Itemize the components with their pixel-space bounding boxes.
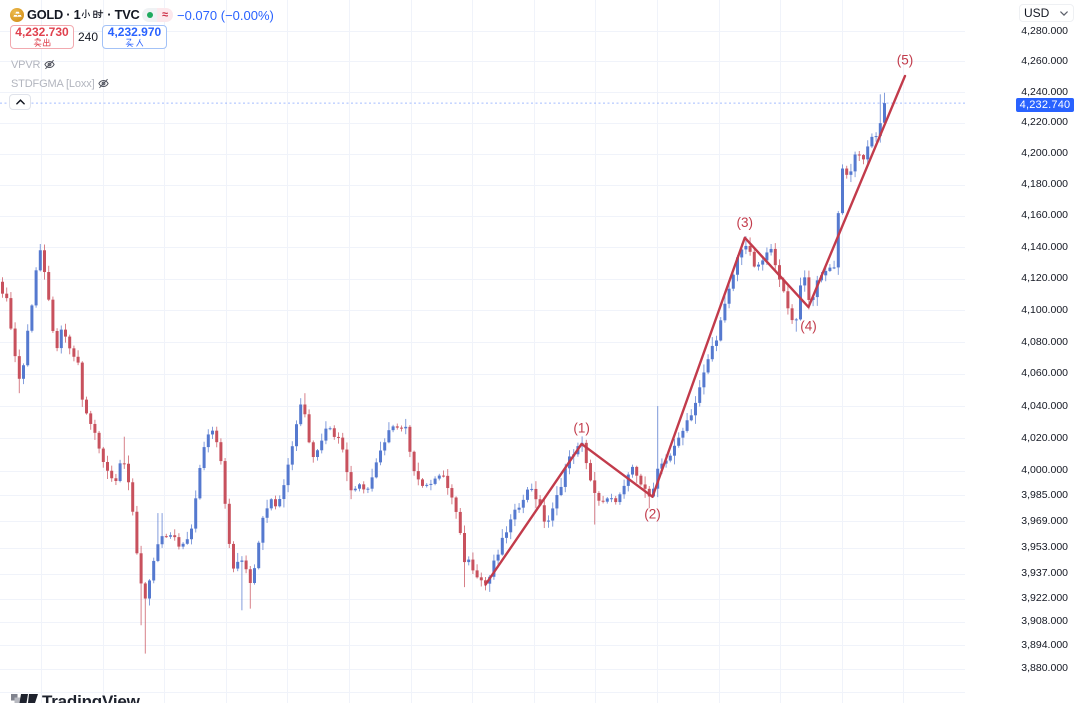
price-axis-label: 3,937.000: [1021, 567, 1068, 580]
chevron-up-icon: [15, 99, 25, 105]
chevron-down-icon: [1060, 10, 1068, 16]
sell-price: 4,232.730: [15, 25, 69, 40]
price-axis-label: 4,080.000: [1021, 335, 1068, 348]
grid-lines: [0, 0, 966, 703]
price-axis-label: 3,985.000: [1021, 488, 1068, 501]
elliott-wave-drawing[interactable]: (1) (2) (3) (4) (5): [484, 52, 914, 586]
current-price-tag: 4,232.740: [1016, 98, 1074, 112]
price-axis-label: 4,000.000: [1021, 464, 1068, 477]
wave-label-1: (1): [573, 420, 590, 435]
wave-label-4: (4): [800, 319, 817, 334]
price-axis-label: 3,908.000: [1021, 615, 1068, 628]
price-axis-label: 4,260.000: [1021, 54, 1068, 67]
buy-price: 4,232.970: [107, 25, 162, 40]
candles: [1, 92, 886, 654]
current-price-value: 4,232.740: [1019, 99, 1071, 111]
indicator-row-stdfgma[interactable]: STDFGMA [Loxx]: [11, 77, 109, 90]
price-axis-label: 4,240.000: [1021, 85, 1068, 98]
buy-label: [125, 38, 144, 48]
price-axis-label: 4,200.000: [1021, 147, 1068, 160]
symbol-status-badges[interactable]: ≈: [142, 8, 173, 22]
eye-off-icon[interactable]: [43, 58, 57, 71]
price-axis-label: 3,969.000: [1021, 514, 1068, 527]
indicator-name: VPVR: [11, 58, 41, 71]
indicator-name: STDFGMA [Loxx]: [11, 77, 95, 90]
price-axis-label: 3,922.000: [1021, 592, 1068, 605]
price-scale[interactable]: USD 4,280.000 4,260.000 4,240.000 4,220.000…: [965, 0, 1080, 703]
price-change-text: −0.070 (−0.00%): [177, 7, 274, 23]
tradingview-logo-text: TradingView: [42, 692, 140, 703]
buy-button[interactable]: 4,232.970: [102, 25, 167, 49]
tradingview-watermark[interactable]: TradingView: [11, 693, 140, 703]
collapse-legend-button[interactable]: [9, 94, 31, 110]
price-axis-label: 4,180.000: [1021, 178, 1068, 191]
wave-label-5: (5): [897, 52, 914, 67]
price-axis-label: 4,120.000: [1021, 272, 1068, 285]
price-axis-label: 3,953.000: [1021, 541, 1068, 554]
indicator-row-vpvr[interactable]: VPVR: [11, 58, 55, 71]
price-axis-label: 4,060.000: [1021, 367, 1068, 380]
wave-label-3: (3): [737, 215, 754, 230]
price-axis-label: 4,160.000: [1021, 209, 1068, 222]
price-axis-label: 4,280.000: [1021, 24, 1068, 37]
gold-symbol-icon: [10, 7, 24, 22]
currency-label: USD: [1024, 6, 1050, 20]
price-axis-label: 4,040.000: [1021, 399, 1068, 412]
sell-button[interactable]: 4,232.730: [10, 25, 74, 49]
price-axis-label: 4,220.000: [1021, 116, 1068, 129]
spread-value: 240: [77, 30, 99, 44]
price-axis-label: 4,100.000: [1021, 303, 1068, 316]
price-axis-label: 4,020.000: [1021, 431, 1068, 444]
price-axis-label: 3,880.000: [1021, 662, 1068, 675]
currency-selector[interactable]: USD: [1019, 4, 1074, 22]
eye-off-icon[interactable]: [97, 77, 111, 90]
approx-data-icon: ≈: [157, 8, 173, 22]
tradingview-logo-icon: [11, 694, 38, 703]
sell-label: [33, 38, 52, 48]
price-axis-label: 3,894.000: [1021, 638, 1068, 651]
symbol-title[interactable]: GOLD · 1 · TVC: [27, 7, 140, 22]
symbol-row[interactable]: GOLD · 1 · TVC: [10, 6, 140, 23]
market-open-dot-icon: [142, 8, 157, 22]
price-axis-label: 4,140.000: [1021, 240, 1068, 253]
wave-label-2: (2): [644, 506, 661, 521]
